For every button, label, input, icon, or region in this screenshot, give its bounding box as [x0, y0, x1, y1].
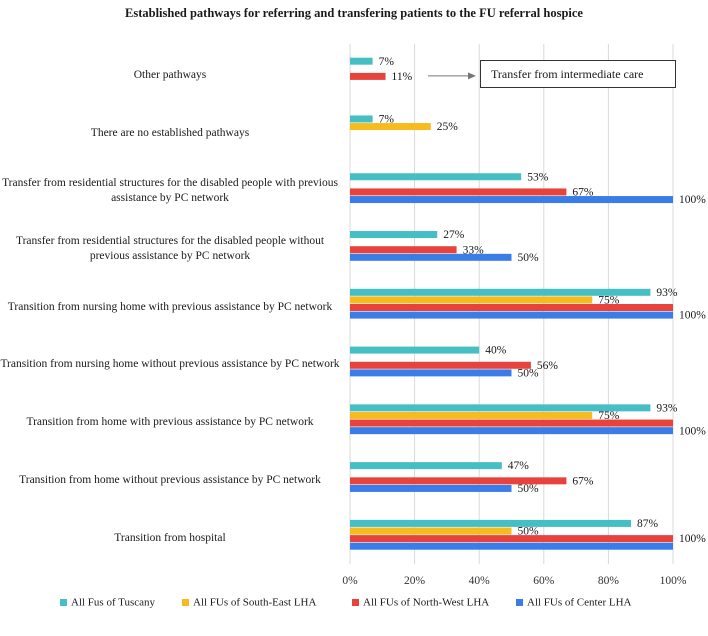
legend-swatch: [352, 598, 359, 606]
data-label: 67%: [572, 187, 594, 199]
data-label: 93%: [656, 402, 678, 414]
annotation-arrow-head: [468, 72, 476, 80]
bar: [350, 288, 651, 296]
bar: [350, 519, 632, 527]
data-label: 7%: [379, 56, 395, 68]
bar: [350, 115, 373, 123]
data-label: 25%: [437, 121, 459, 133]
x-tick-label: 60%: [533, 575, 555, 587]
data-label: 100%: [679, 310, 706, 322]
x-tick-label: 0%: [342, 575, 358, 587]
x-tick-label: 40%: [469, 575, 491, 587]
data-label: 50%: [518, 367, 540, 379]
legend-label: All FUs of North-West LHA: [363, 596, 490, 609]
data-label: 93%: [656, 287, 678, 299]
category-label: Transition from home without previous as…: [19, 473, 321, 486]
data-label: 27%: [443, 229, 465, 241]
data-label: 50%: [518, 252, 540, 264]
bar: [350, 427, 673, 435]
bar: [350, 462, 502, 470]
bar: [350, 246, 457, 254]
bar: [350, 57, 373, 65]
data-label: 40%: [485, 345, 507, 357]
bar: [350, 527, 512, 535]
category-label: Transfer from residential structures for…: [15, 235, 325, 263]
data-label: 11%: [392, 71, 413, 83]
bar: [350, 304, 673, 311]
bar: [350, 535, 673, 543]
category-label: There are no established pathways: [90, 127, 250, 140]
x-tick-label: 20%: [404, 575, 426, 587]
bar: [350, 404, 651, 412]
data-label: 7%: [379, 114, 395, 126]
category-label: Transition from nursing home with previo…: [7, 300, 333, 313]
bar: [350, 231, 438, 239]
data-label: 50%: [518, 526, 540, 538]
chart-title: Established pathways for referring and t…: [125, 6, 583, 20]
legend-item: All FUs of Center LHA: [516, 596, 632, 608]
legend-item: All Fus of Tuscany: [60, 596, 155, 608]
bar: [350, 253, 512, 261]
data-label: 47%: [508, 460, 530, 472]
chart-legend: All Fus of Tuscany All FUs of South-East …: [0, 596, 708, 614]
legend-swatch: [182, 598, 189, 606]
bar: [350, 477, 567, 485]
data-label: 87%: [637, 518, 659, 530]
legend-swatch: [516, 598, 523, 606]
bar: [350, 188, 567, 196]
x-tick-label: 100%: [660, 575, 687, 587]
bar: [350, 123, 431, 131]
legend-label: All FUs of South-East LHA: [193, 596, 317, 609]
annotation-box: Transfer from intermediate care: [480, 60, 676, 88]
category-label: Transition from hospital: [114, 531, 226, 544]
category-label: Other pathways: [133, 69, 207, 82]
legend-item: All FUs of North-West LHA: [352, 596, 489, 608]
data-label: 50%: [518, 483, 540, 495]
data-label: 67%: [572, 475, 594, 487]
x-tick-label: 80%: [598, 575, 620, 587]
bar: [350, 419, 673, 427]
bar: [350, 296, 593, 304]
legend-label: All Fus of Tuscany: [71, 596, 156, 609]
data-label: 100%: [679, 425, 706, 437]
legend-label: All FUs of Center LHA: [527, 596, 632, 609]
data-label: 53%: [527, 171, 549, 183]
data-label: 75%: [598, 295, 620, 307]
legend-item: All FUs of South-East LHA: [182, 596, 316, 608]
bar: [350, 196, 673, 204]
bar: [350, 72, 386, 80]
bar: [350, 361, 531, 369]
bar: [350, 411, 593, 419]
data-label: 75%: [598, 410, 620, 422]
bar: [350, 311, 673, 319]
category-label: Transfer from residential structures for…: [2, 177, 338, 205]
data-label: 56%: [537, 360, 559, 372]
bar: [350, 484, 512, 492]
data-label: 33%: [463, 244, 485, 256]
category-label: Transition from nursing home without pre…: [0, 358, 340, 371]
data-label: 100%: [679, 194, 706, 206]
category-label: Transition from home with previous assis…: [26, 416, 314, 429]
bar: [350, 542, 673, 550]
data-label: 100%: [679, 533, 706, 545]
bar: [350, 346, 480, 354]
bar: [350, 173, 522, 181]
legend-swatch: [60, 598, 67, 606]
bar: [350, 369, 512, 377]
